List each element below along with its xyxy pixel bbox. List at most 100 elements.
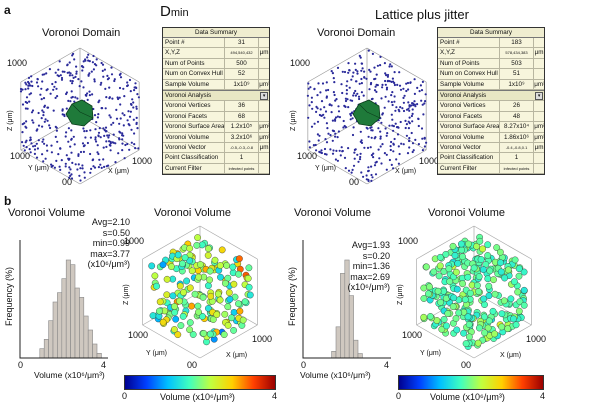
- cube-edge: [79, 47, 140, 83]
- domain-point: [109, 144, 112, 147]
- table-row: Voronoi Vertices 36: [163, 101, 269, 112]
- scatter-point: [438, 325, 446, 333]
- domain-point: [46, 149, 49, 152]
- domain-point: [360, 139, 363, 142]
- domain-point: [371, 52, 374, 55]
- scatter-point: [207, 292, 215, 300]
- domain-point: [97, 152, 100, 156]
- histogram-bar: [52, 301, 58, 359]
- domain-point: [83, 130, 86, 133]
- voronoi-analysis-section[interactable]: Voronoi Analysis ▾: [163, 89, 269, 102]
- table-cell-u: [534, 153, 544, 162]
- domain-point: [409, 81, 412, 84]
- scatter-point: [194, 234, 202, 241]
- domain-point: [42, 111, 45, 114]
- domain-point: [360, 62, 364, 65]
- domain-point: [68, 176, 71, 179]
- histogram-bar: [331, 351, 337, 359]
- cube-edge: [79, 115, 140, 151]
- scatter-point: [453, 326, 461, 334]
- domain-point: [334, 158, 337, 161]
- domain-point: [74, 96, 77, 99]
- table-cell-k: Voronoi Surface Area: [165, 122, 225, 132]
- domain-point: [134, 82, 137, 85]
- scatter-point: [481, 329, 489, 337]
- volume-title-hist-right: Voronoi Volume: [294, 207, 372, 219]
- hist-right-xlabel: Volume (x10⁶/μm³): [300, 370, 371, 380]
- domain-point: [50, 144, 53, 147]
- table-cell-u: [534, 112, 544, 121]
- table-row: Voronoi Facets 68: [163, 111, 269, 123]
- table-row: Voronoi Vector -0.5,-0.3,-0.8 μm: [163, 142, 269, 154]
- scatter-point: [460, 329, 468, 337]
- scatter-point: [425, 290, 432, 298]
- domain-point: [29, 136, 32, 139]
- domain-point: [117, 152, 120, 155]
- domain-point: [323, 116, 326, 119]
- domain-point: [114, 161, 117, 164]
- domain-point: [381, 83, 384, 86]
- domain-point: [411, 112, 414, 115]
- domain-point: [338, 116, 341, 119]
- domain-point: [50, 163, 53, 166]
- histogram-bar: [74, 287, 80, 359]
- scatter-point: [461, 296, 469, 304]
- table-cell-u: [259, 164, 269, 173]
- domain-point: [136, 127, 139, 130]
- domain-point: [351, 111, 354, 114]
- table-cell-v: 68: [225, 111, 260, 122]
- domain-point: [46, 106, 49, 109]
- table-cell-u: [534, 38, 544, 47]
- domain-point: [95, 64, 98, 67]
- scatter-point: [183, 277, 191, 285]
- domain-point: [370, 154, 373, 157]
- domain-point: [122, 87, 125, 90]
- scatter-point: [193, 241, 201, 249]
- domain-point: [349, 118, 352, 121]
- domain-point: [385, 168, 388, 171]
- domain-point: [39, 93, 42, 96]
- domain-point: [70, 90, 73, 93]
- domain-point: [130, 128, 133, 131]
- domain-point: [336, 159, 339, 162]
- histogram-axes: [302, 240, 391, 359]
- domain-point: [349, 112, 352, 116]
- stat-s: s=0.50: [102, 227, 130, 238]
- table-cell-k: Num of Points: [163, 58, 225, 69]
- stat-unit: (x10⁶/μm³): [347, 282, 390, 292]
- scatter-point: [520, 286, 528, 294]
- cube-edge: [142, 324, 201, 359]
- domain-point: [424, 93, 427, 96]
- domain-point: [398, 71, 401, 74]
- scatter-point: [228, 314, 235, 322]
- voronoi-analysis-section[interactable]: Voronoi Analysis ▾: [438, 89, 544, 102]
- scatter-point: [475, 273, 483, 280]
- table-cell-k: Voronoi Surface Area: [440, 122, 500, 132]
- scatter-point: [174, 331, 182, 339]
- lattice-title: Lattice plus jitter: [375, 7, 469, 22]
- domain-point: [79, 179, 82, 182]
- domain-point: [363, 70, 366, 73]
- domain-point: [425, 141, 428, 144]
- domain-point: [397, 145, 400, 148]
- domain-point: [368, 68, 371, 71]
- histogram-axes: [19, 240, 108, 359]
- domain-point: [50, 151, 54, 154]
- domain-point: [36, 128, 39, 131]
- domain-point: [28, 148, 31, 151]
- domain-point: [366, 146, 370, 149]
- scatter-point: [222, 279, 229, 287]
- scatter-left-origin: 00: [187, 360, 198, 370]
- domain-point: [349, 99, 352, 102]
- domain-point: [416, 103, 419, 106]
- domain-point: [411, 108, 414, 111]
- dropdown-icon[interactable]: ▾: [260, 91, 268, 100]
- domain-point: [102, 158, 105, 161]
- scatter-point: [484, 275, 492, 283]
- table-row: Num on Convex Hull 51: [438, 69, 544, 80]
- domain-point: [123, 157, 126, 160]
- table-cell-v: 1x10⁹: [225, 79, 260, 89]
- domain-point: [25, 120, 28, 123]
- domain-point: [42, 114, 45, 117]
- dropdown-icon[interactable]: ▾: [535, 91, 543, 100]
